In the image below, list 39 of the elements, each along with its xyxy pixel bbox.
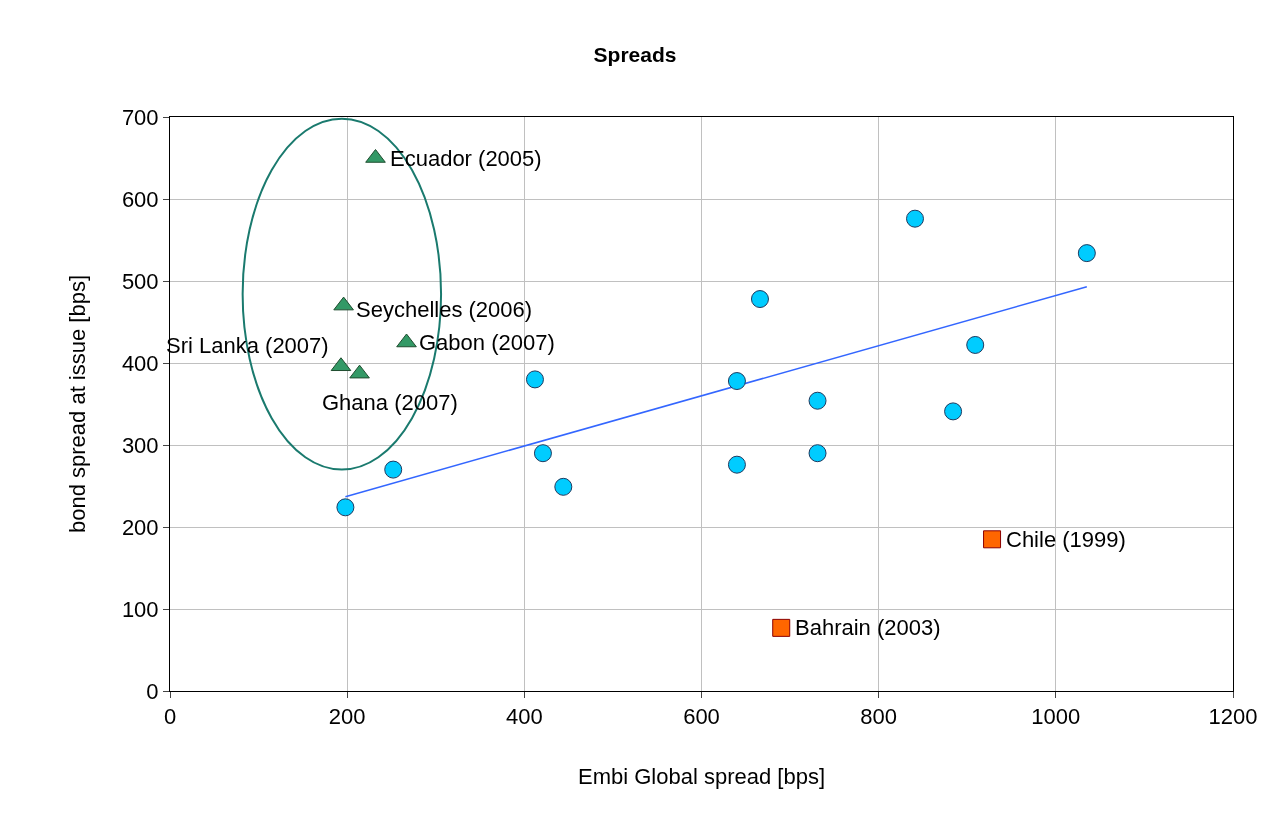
point [533, 444, 552, 463]
point [750, 290, 769, 309]
point [333, 296, 354, 311]
x-tick-label: 0 [163, 704, 177, 730]
point [772, 618, 791, 637]
annotation: Chile (1999) [1006, 527, 1126, 552]
point [1077, 244, 1096, 263]
x-tick-label: 600 [683, 704, 720, 730]
x-tick-label: 1000 [1031, 704, 1081, 730]
y-tick-label: 600 [121, 186, 159, 212]
x-axis-title: Embi Global spread [bps] [577, 764, 826, 790]
point [966, 335, 985, 354]
y-tick-label: 200 [121, 514, 159, 540]
x-tick-label: 800 [860, 704, 898, 730]
x-tick-label: 1200 [1208, 704, 1258, 730]
y-tick-label: 500 [121, 268, 159, 294]
point [554, 477, 573, 496]
x-tick-label: 200 [328, 704, 366, 730]
point [396, 333, 417, 348]
point [525, 370, 544, 389]
point [349, 364, 370, 379]
point [336, 498, 355, 517]
point [727, 372, 746, 391]
point [727, 455, 746, 474]
point [906, 209, 924, 228]
y-tick-label: 0 [146, 678, 159, 704]
y-tick-label: 700 [121, 104, 159, 130]
y-axis-title: bond spread at issue [bps] [64, 274, 90, 534]
point [944, 402, 963, 421]
annotation: Bahrain (2003) [795, 615, 941, 640]
point [983, 530, 1002, 549]
point [808, 444, 827, 463]
y-tick-label: 400 [121, 350, 159, 376]
y-tick-label: 100 [121, 596, 159, 622]
y-tick-label: 300 [121, 432, 159, 458]
point [808, 391, 827, 410]
x-tick-label: 400 [505, 704, 543, 730]
point [384, 460, 403, 479]
chart-title: Spreads [593, 42, 677, 66]
